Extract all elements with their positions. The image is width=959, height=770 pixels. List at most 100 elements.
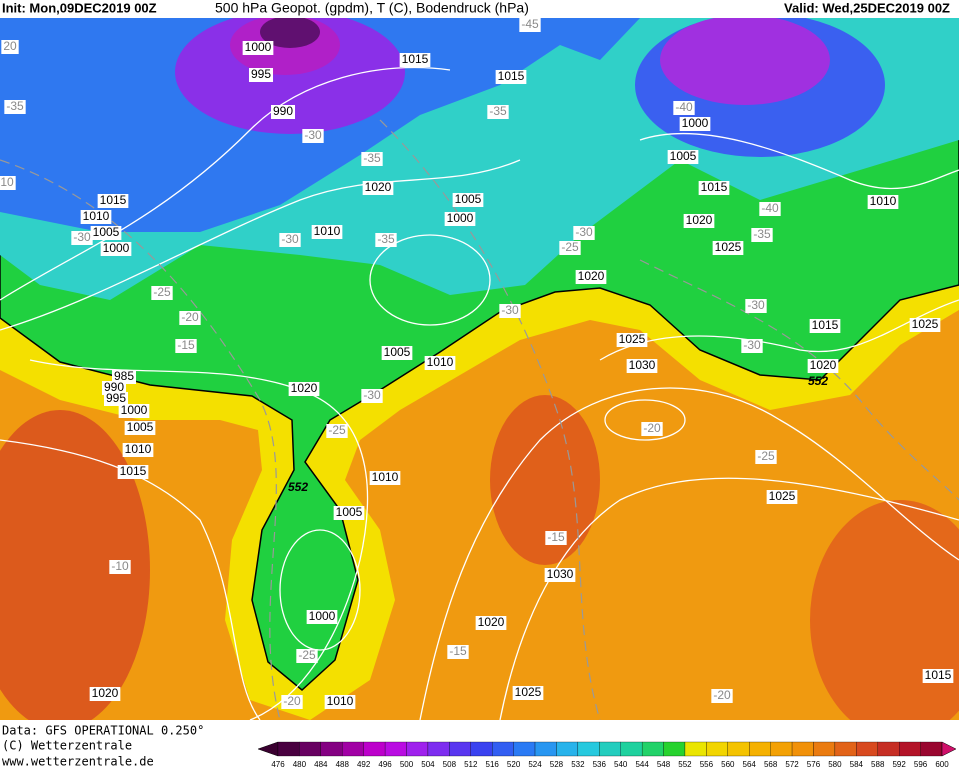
isobar-label: 1015 xyxy=(117,464,149,479)
label-box xyxy=(80,210,112,224)
isobar-label: 990 xyxy=(101,380,127,395)
label-box xyxy=(288,382,320,396)
isobar-label-text: 1015 xyxy=(812,318,839,332)
label-box xyxy=(111,370,137,384)
isobar-label: 1000 xyxy=(118,403,150,418)
height-label: 552 xyxy=(808,374,828,388)
isobar-label: 990 xyxy=(270,104,296,119)
label-box xyxy=(741,339,763,353)
legend-swatch xyxy=(513,741,536,757)
label-box xyxy=(751,228,773,242)
legend-swatch xyxy=(813,741,836,757)
data-source: Data: GFS OPERATIONAL 0.250° xyxy=(2,724,204,738)
isobar-label-text: 1020 xyxy=(478,615,505,629)
isobar-label: 1025 xyxy=(766,489,798,504)
label-box xyxy=(867,195,899,209)
isobar-label-text: 1025 xyxy=(715,240,742,254)
legend-level: 576 xyxy=(807,760,821,769)
label-box xyxy=(495,70,527,84)
legend-level: 524 xyxy=(528,760,542,769)
temperature-label: -30 xyxy=(71,230,93,245)
label-box xyxy=(616,333,648,347)
isobar-label: 1030 xyxy=(544,567,576,582)
isobar-label: 1025 xyxy=(512,685,544,700)
label-box xyxy=(71,231,93,245)
temperature-label-text: -25 xyxy=(153,285,171,299)
label-box xyxy=(122,443,154,457)
temperature-label: -30 xyxy=(745,298,767,313)
label-box xyxy=(118,404,150,418)
isobar-label: 1030 xyxy=(626,358,658,373)
label-box xyxy=(361,152,383,166)
legend-level: 580 xyxy=(828,760,842,769)
temperature-label: -35 xyxy=(4,99,26,114)
temperature-label: -35 xyxy=(487,104,509,119)
label-box xyxy=(444,212,476,226)
legend-level: 520 xyxy=(507,760,521,769)
isobar-label-text: 1015 xyxy=(701,180,728,194)
legend-swatch xyxy=(299,741,321,757)
label-box xyxy=(544,568,576,582)
legend-level: 548 xyxy=(657,760,671,769)
temperature-label: -15 xyxy=(175,338,197,353)
isobar-label: 1020 xyxy=(89,686,121,701)
isobar-label-text: 1015 xyxy=(100,193,127,207)
label-box xyxy=(103,392,129,406)
isobar-label-text: 1010 xyxy=(327,694,354,708)
temperature-label: -25 xyxy=(326,423,348,438)
label-box xyxy=(306,610,338,624)
temperature-label-text: -25 xyxy=(298,648,316,662)
temperature-label: -45 xyxy=(519,18,541,32)
isobar xyxy=(604,399,686,441)
isobar-label: 1000 xyxy=(679,116,711,131)
legend-arrow-high xyxy=(941,741,957,757)
label-box xyxy=(4,100,26,114)
temperature-label: -35 xyxy=(361,151,383,166)
isobar-label-text: 1005 xyxy=(384,345,411,359)
temperature-label-text: -25 xyxy=(561,240,579,254)
label-box xyxy=(311,225,343,239)
legend-swatch xyxy=(770,741,793,757)
temperature-label: -25 xyxy=(559,240,581,255)
legend-level: 572 xyxy=(785,760,799,769)
website: www.wetterzentrale.de xyxy=(2,755,154,769)
isobar-label-text: 1005 xyxy=(336,505,363,519)
isobar-label-text: 1010 xyxy=(870,194,897,208)
legend-swatch xyxy=(534,741,557,757)
label-box xyxy=(909,318,941,332)
isobar-label: 1015 xyxy=(698,180,730,195)
legend-level: 496 xyxy=(378,760,392,769)
isobar-label-text: 1025 xyxy=(619,332,646,346)
label-box xyxy=(683,214,715,228)
isobar-label: 1000 xyxy=(444,211,476,226)
legend-swatch xyxy=(834,741,857,757)
label-box xyxy=(124,421,156,435)
field-red xyxy=(490,395,600,565)
isobar-label: 1005 xyxy=(90,225,122,240)
isobar xyxy=(0,66,451,301)
label-box xyxy=(369,471,401,485)
label-box xyxy=(90,226,122,240)
temperature-label-text: -30 xyxy=(501,303,519,317)
label-box xyxy=(575,270,607,284)
temperature-label-text: -40 xyxy=(675,100,693,114)
isobar-label-text: 1005 xyxy=(127,420,154,434)
legend-level: 588 xyxy=(871,760,885,769)
temperature-label: -30 xyxy=(573,225,595,240)
isobar-label: 985 xyxy=(111,369,137,384)
label-box xyxy=(109,560,131,574)
isobar xyxy=(0,439,261,720)
label-box xyxy=(242,41,274,55)
legend-swatch xyxy=(427,741,450,757)
temperature-label-text: -30 xyxy=(73,230,91,244)
isobar-label: 1020 xyxy=(807,358,839,373)
legend-swatch xyxy=(470,741,493,757)
label-box xyxy=(559,241,581,255)
label-box xyxy=(519,18,541,32)
temperature-label: -30 xyxy=(279,232,301,247)
isobar-label-text: 995 xyxy=(251,67,271,81)
label-box xyxy=(179,311,201,325)
init-time: Init: Mon,09DEC2019 00Z xyxy=(2,0,157,15)
label-box xyxy=(626,359,658,373)
